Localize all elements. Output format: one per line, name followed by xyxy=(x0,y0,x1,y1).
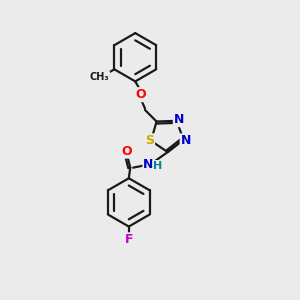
Text: F: F xyxy=(124,233,133,246)
Text: CH₃: CH₃ xyxy=(90,72,110,82)
Text: O: O xyxy=(122,145,132,158)
Text: H: H xyxy=(153,161,163,171)
Text: N: N xyxy=(174,113,184,126)
Text: O: O xyxy=(135,88,146,101)
Text: N: N xyxy=(143,158,154,171)
Text: S: S xyxy=(145,134,154,147)
Text: N: N xyxy=(181,134,191,147)
